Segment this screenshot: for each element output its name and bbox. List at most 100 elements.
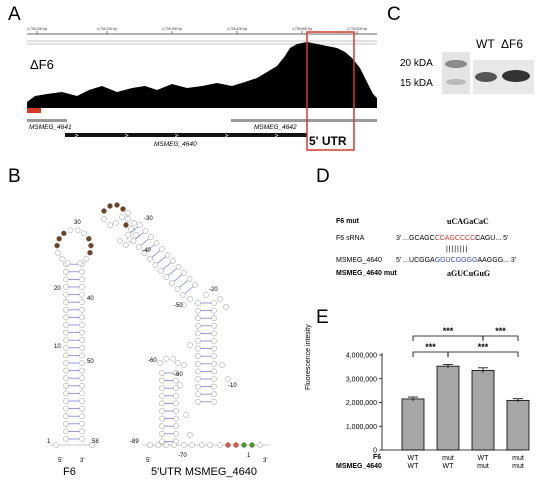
f6-srna-core: CCAGCCCC — [434, 235, 476, 242]
nucleotide — [211, 376, 217, 382]
ruler-tick-label: 4,735,600 bp — [347, 27, 367, 31]
nucleotide — [159, 370, 165, 376]
nucleotide — [159, 400, 165, 407]
msmeg-suffix: AAGGG... 3' — [477, 257, 517, 264]
y-tick-label: 2,000,000 — [346, 400, 377, 407]
ruler-tick-label: 4,735,300 bp — [162, 27, 182, 31]
nucleotide — [55, 249, 61, 256]
nucleotide — [249, 442, 255, 448]
nucleotide — [79, 352, 85, 359]
nucleotide — [63, 360, 69, 366]
nucleotide — [159, 423, 165, 430]
nucleotide — [181, 302, 187, 308]
row1-value: mut — [512, 455, 524, 462]
nucleotide — [173, 430, 179, 437]
kda-15-label: 15 kDA — [400, 78, 433, 89]
panel-label-d: D — [316, 166, 330, 187]
utr-tick-m10: -10 — [228, 383, 237, 389]
nucleotide — [211, 300, 217, 306]
nucleotide — [79, 367, 85, 374]
nucleotide — [225, 376, 231, 382]
nucleotide — [170, 258, 176, 264]
nucleotide — [195, 322, 201, 329]
base-pairs: | | | | | | | | — [446, 246, 467, 253]
ladder-lane — [442, 52, 470, 94]
nucleotide — [180, 292, 186, 298]
f6-tick-20: 20 — [54, 286, 61, 292]
nucleotide — [187, 432, 193, 438]
nucleotide — [101, 216, 107, 222]
utr-tick-m60a: -60 — [148, 358, 157, 364]
nucleotide — [195, 345, 201, 352]
western-blot — [442, 52, 534, 94]
significance-bracket — [482, 335, 519, 341]
nucleotide — [87, 249, 93, 256]
nucleotide — [83, 255, 90, 262]
nucleotide — [63, 344, 69, 351]
nucleotide — [192, 282, 198, 288]
msmeg-seq: 5' ...UCGGAGGUCGGGGAAGGG... 3' — [396, 255, 516, 266]
nucleotide — [211, 345, 217, 352]
f6-end-5: 5' — [58, 458, 63, 464]
nucleotide — [63, 352, 69, 359]
row2-value: mut — [512, 463, 524, 470]
nucleotide — [195, 398, 201, 405]
nucleotide — [79, 413, 85, 420]
nucleotide — [89, 442, 95, 448]
nucleotide — [63, 390, 69, 397]
y-tick-label: 3,000,000 — [346, 376, 377, 383]
nucleotide — [56, 235, 62, 242]
significance-bracket — [412, 351, 449, 357]
nucleotide — [173, 423, 179, 430]
nucleotide — [211, 353, 217, 360]
ladder-band-15 — [446, 79, 466, 85]
nucleotide — [173, 392, 179, 399]
track-label-df6: ΔF6 — [30, 57, 54, 72]
nucleotide — [79, 306, 85, 313]
nucleotide — [79, 436, 85, 442]
nucleotide — [125, 216, 131, 222]
nucleotide — [63, 428, 69, 435]
nucleotide — [137, 222, 143, 228]
nucleotide — [211, 360, 217, 367]
f6-structure-label: F6 — [63, 466, 76, 478]
row1-value: mut — [442, 455, 454, 462]
msmeg-prefix: 5' ...UCGGA — [396, 257, 435, 264]
band-df6 — [502, 70, 530, 82]
nucleotide — [195, 330, 201, 337]
strand-arrow — [324, 133, 329, 138]
y-tick-label: 1,000,000 — [346, 424, 377, 431]
nucleotide — [79, 314, 85, 321]
significance-label: *** — [478, 342, 489, 352]
fluorescence-chart: 01,000,0002,000,0003,000,0004,000,000WTW… — [346, 326, 530, 470]
chart-ylabel: Fluorescence intesity — [305, 324, 312, 390]
nucleotide — [163, 442, 169, 448]
ruler-tick-label: 4,735,000 bp — [27, 27, 47, 31]
strand-arrow — [74, 133, 79, 138]
nucleotide — [183, 412, 189, 418]
nucleotide — [211, 322, 217, 329]
nucleotide — [195, 360, 201, 367]
f6-srna-suffix: CAGU... 5' — [475, 235, 509, 242]
nucleotide — [163, 274, 170, 280]
nucleotide — [130, 238, 137, 244]
nucleotide — [114, 202, 120, 208]
nucleotide — [195, 376, 201, 382]
nucleotide — [79, 375, 85, 382]
nucleotide — [153, 240, 160, 246]
utr-tick-m30: -30 — [144, 216, 153, 222]
nucleotide — [79, 299, 85, 306]
nucleotide — [157, 360, 163, 366]
nucleotide — [181, 442, 187, 448]
nucleotide — [211, 330, 217, 337]
nucleotide — [58, 255, 65, 262]
strand-arrow — [224, 133, 229, 138]
utr-structure-label: 5'UTR MSMEG_4640 — [151, 466, 258, 478]
nucleotide — [195, 368, 201, 375]
nucleotide — [217, 442, 223, 448]
row-label-msmeg: MSMEG_4640 — [336, 463, 382, 470]
nucleotide — [63, 367, 69, 374]
lane-label-wt: WT — [476, 37, 495, 51]
nucleotide — [211, 338, 217, 344]
significance-label: *** — [425, 342, 436, 352]
